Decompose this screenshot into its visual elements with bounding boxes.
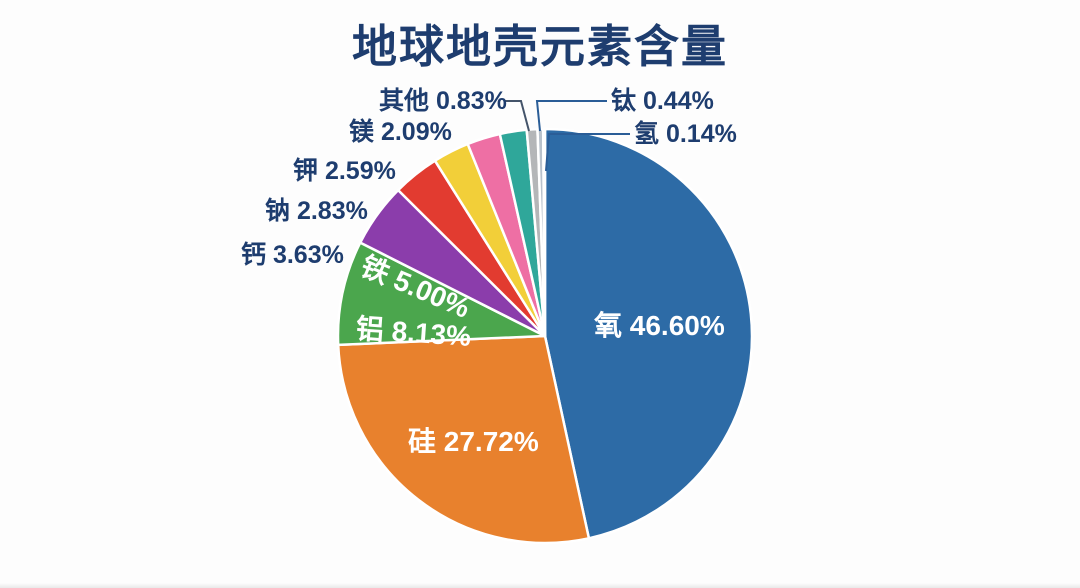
label-magnesium: 镁 2.09% [349, 118, 452, 146]
label-oxygen: 氧 46.60% [594, 310, 725, 341]
label-calcium: 钙 3.63% [241, 241, 344, 269]
label-sodium: 钠 2.83% [265, 197, 368, 225]
chart-title: 地球地壳元素含量 [351, 21, 728, 72]
leader-line-other [505, 100, 530, 132]
pie-slice-silicon [336, 334, 591, 545]
label-titanium: 钛 0.44% [611, 87, 714, 115]
label-silicon: 硅 27.72% [408, 426, 539, 457]
label-potassium: 钾 2.59% [293, 157, 396, 185]
label-hydrogen: 氢 0.14% [634, 120, 737, 148]
pie-slice-hydrogen [541, 127, 547, 338]
pie-slice-oxygen [543, 127, 754, 540]
label-other: 其他 0.83% [379, 87, 507, 115]
pie-slice-aluminum [336, 241, 547, 347]
leader-line-hydrogen [545, 133, 630, 172]
leader-line-titanium [535, 100, 607, 132]
frame-bottom-edge [0, 583, 1080, 588]
